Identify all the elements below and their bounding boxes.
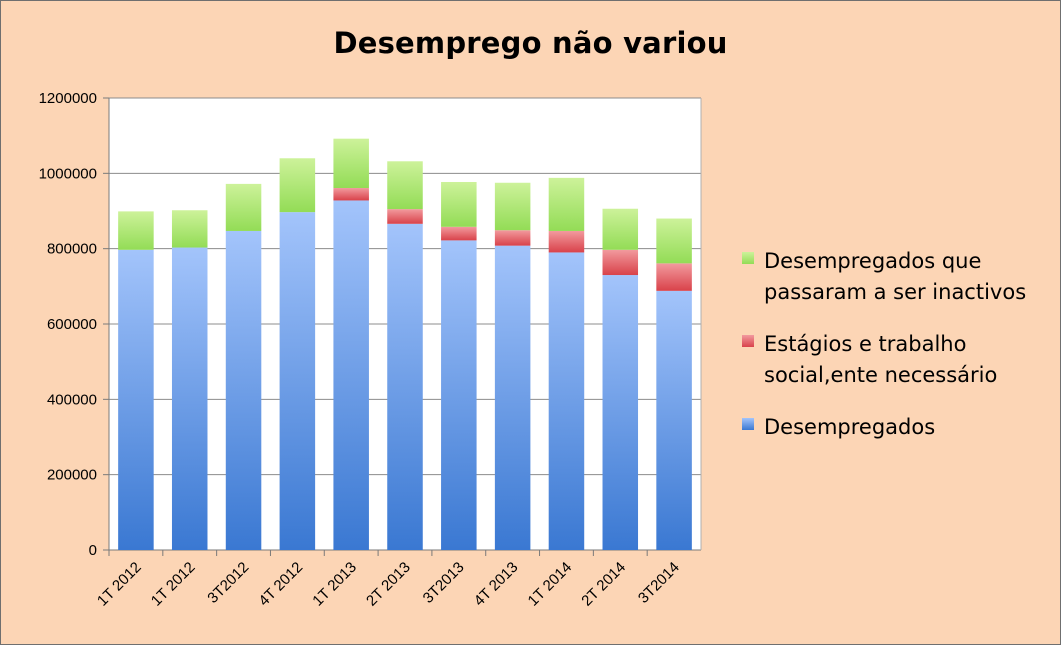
y-tick-label: 200000 [47, 467, 97, 484]
y-tick-label: 400000 [47, 391, 97, 408]
legend-swatch-desempregados [742, 418, 754, 430]
bar-desempregados [441, 240, 477, 550]
legend: Desempregados que passaram a ser inactiv… [742, 246, 1052, 464]
x-tick-label: 3T2013 [420, 559, 468, 607]
x-tick-label: 1T 2012 [148, 559, 199, 610]
bar-desempregados [279, 212, 316, 550]
y-tick-label: 0 [89, 542, 97, 559]
bar-desempregados [494, 245, 531, 551]
bar-estagios [494, 230, 531, 246]
bar-inactivos [387, 161, 423, 210]
bar-desempregados [118, 249, 154, 550]
legend-swatch-estagios [742, 335, 754, 347]
legend-swatch-inactivos [742, 252, 754, 264]
x-tick-label: 3T2014 [635, 559, 683, 607]
bar-inactivos [279, 158, 316, 213]
bar-desempregados [387, 223, 423, 550]
bar-estagios [656, 263, 692, 291]
bar-estagios [548, 230, 585, 253]
x-tick-label: 3T2012 [204, 559, 252, 607]
x-tick-label: 4T 2013 [471, 559, 522, 610]
bar-desempregados [225, 230, 262, 551]
y-tick-label: 800000 [47, 241, 97, 258]
bar-inactivos [602, 208, 639, 250]
x-tick-label: 1T 2012 [94, 559, 145, 610]
legend-item-estagios: Estágios e trabalho social,ente necessár… [742, 329, 1052, 391]
bar-inactivos [333, 138, 369, 189]
x-tick-label: 1T 2014 [525, 559, 576, 610]
legend-item-desempregados: Desempregados [742, 412, 1052, 443]
bar-estagios [441, 226, 477, 241]
legend-label-desempregados: Desempregados [764, 415, 936, 439]
legend-item-inactivos: Desempregados que passaram a ser inactiv… [742, 246, 1052, 308]
y-tick-label: 1200000 [39, 90, 97, 107]
bar-estagios [602, 249, 639, 276]
y-tick-label: 600000 [47, 316, 97, 333]
bar-estagios [387, 209, 423, 224]
bar-desempregados [548, 252, 585, 550]
bar-inactivos [118, 211, 154, 250]
bar-desempregados [602, 275, 639, 550]
x-tick-label: 4T 2012 [255, 559, 306, 610]
bar-inactivos [225, 183, 262, 231]
x-tick-label: 2T 2013 [363, 559, 414, 610]
bar-inactivos [171, 210, 208, 248]
bar-inactivos [656, 218, 692, 264]
bar-inactivos [548, 177, 585, 231]
x-tick-label: 1T 2013 [309, 559, 360, 610]
chart-title: Desemprego não variou [333, 26, 728, 60]
x-tick-label: 2T 2014 [578, 559, 629, 610]
legend-label-inactivos: Desempregados que passaram a ser inactiv… [764, 249, 1027, 304]
y-tick-label: 1000000 [39, 165, 97, 182]
bar-inactivos [441, 181, 477, 227]
bar-desempregados [656, 290, 692, 550]
bar-inactivos [494, 182, 531, 231]
bar-estagios [333, 188, 369, 201]
bar-desempregados [333, 200, 369, 550]
bar-desempregados [171, 247, 208, 550]
legend-label-estagios: Estágios e trabalho social,ente necessár… [764, 332, 998, 387]
